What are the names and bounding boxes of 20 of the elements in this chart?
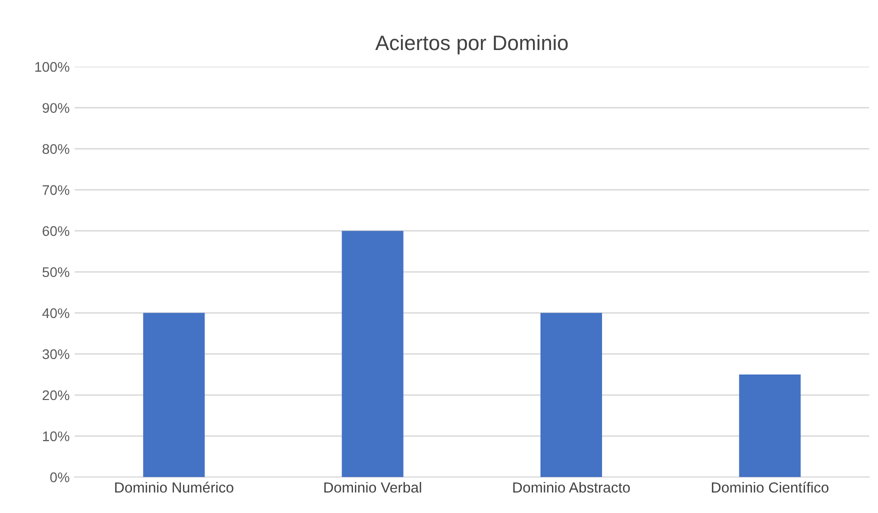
y-tick-label: 90% — [42, 103, 70, 113]
bar — [342, 230, 404, 478]
y-tick-label: 20% — [42, 390, 70, 400]
y-tick-label: 60% — [42, 226, 70, 236]
x-tick-label: Dominio Numérico — [115, 482, 234, 493]
y-tick-label: 100% — [35, 62, 70, 72]
bar — [143, 312, 205, 478]
x-tick-label: Dominio Abstracto — [513, 482, 630, 493]
x-tick-label: Dominio Científico — [712, 482, 828, 493]
y-tick-label: 80% — [42, 144, 70, 154]
x-tick-label: Dominio Verbal — [324, 482, 422, 493]
y-tick-label: 50% — [42, 267, 70, 278]
y-tick-label: 70% — [42, 185, 70, 195]
y-tick-label: 40% — [42, 308, 70, 318]
bar — [739, 374, 801, 478]
chart-title: Aciertos por Dominio — [375, 34, 568, 54]
bar — [540, 312, 602, 478]
y-tick-label: 10% — [43, 431, 70, 442]
y-tick-label: 30% — [42, 349, 70, 360]
y-tick-label: 0% — [50, 472, 70, 482]
